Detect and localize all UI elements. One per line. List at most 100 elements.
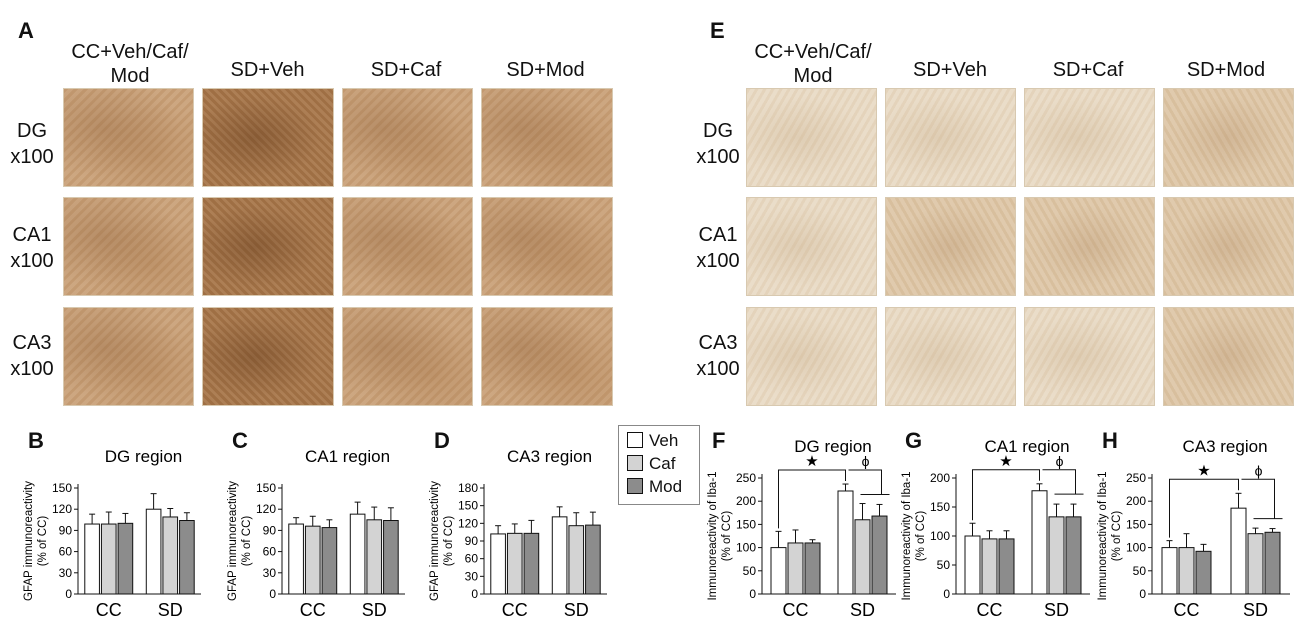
chart-gfap-ca3: CA3 region GFAP immunoreactivity (% of CC)…: [429, 447, 607, 620]
micrograph-iba-ca3-sd-veh: [885, 307, 1016, 406]
x-category-label: SD: [1044, 600, 1069, 620]
bar-mod: [383, 520, 399, 595]
bar-mod: [804, 542, 821, 595]
bar-mod: [1195, 550, 1212, 595]
y-tick-label: 150: [256, 481, 276, 495]
y-tick-label: 0: [749, 587, 756, 601]
micrograph-iba-dg-cc: [746, 88, 877, 187]
bar-veh: [145, 508, 162, 595]
row-magnification: x100: [696, 250, 740, 272]
micrograph-iba-ca1-sd-mod: [1163, 197, 1294, 296]
bar-caf: [787, 542, 804, 595]
y-tick-label: 30: [59, 566, 73, 580]
bar-veh: [770, 547, 787, 595]
row-label-ca3: CA3 x100: [2, 330, 62, 382]
legend-swatch-mod: [627, 478, 643, 494]
y-tick-label: 150: [930, 500, 950, 514]
x-category-label: CC: [300, 600, 326, 620]
y-axis-label-unit: (% of CC): [443, 516, 455, 567]
chart-title: CA3 region: [1182, 437, 1267, 456]
significance-phi: ϕ: [1056, 453, 1064, 469]
y-tick-label: 90: [59, 523, 73, 537]
significance-star: ★: [1197, 462, 1210, 479]
row-magnification: x100: [696, 146, 740, 168]
micrograph-gfap-ca1-sd-caf: [342, 197, 473, 296]
panel-label-g: G: [905, 428, 923, 453]
x-category-label: CC: [502, 600, 528, 620]
y-tick-label: 60: [59, 545, 73, 559]
y-tick-label: 150: [1126, 517, 1146, 531]
significance-bracket: [972, 469, 1040, 521]
y-axis-label: GFAP immunoreactivity: [227, 481, 239, 601]
micrograph-iba-ca3-sd-mod: [1163, 307, 1294, 406]
micrograph-iba-ca1-sd-caf: [1024, 197, 1155, 296]
y-axis-label: GFAP immunoreactivity: [429, 481, 441, 601]
panel-label-b: B: [28, 428, 44, 453]
row-magnification: x100: [10, 250, 54, 272]
micrograph-gfap-ca3-sd-mod: [481, 307, 613, 406]
micrograph-gfap-dg-sd-caf: [342, 88, 473, 187]
bar-caf: [506, 532, 523, 595]
bar-caf: [854, 519, 871, 595]
y-tick-label: 0: [65, 587, 72, 601]
significance-bracket: [1169, 478, 1239, 538]
column-header-sd-caf: SD+Caf: [370, 59, 442, 81]
legend-label: Veh: [649, 431, 679, 450]
panel-label-h: H: [1102, 428, 1118, 453]
legend-label: Mod: [649, 477, 683, 496]
micrograph-gfap-ca3-sd-caf: [342, 307, 473, 406]
y-tick-label: 90: [465, 534, 479, 548]
y-tick-label: 30: [465, 569, 479, 583]
micrograph-gfap-dg-sd-veh: [202, 88, 334, 187]
y-tick-label: 30: [263, 566, 277, 580]
panel-label-e: E: [710, 18, 725, 43]
micrograph-gfap-ca1-sd-mod: [481, 197, 613, 296]
column-header-sd-mod-iba: SD+Mod: [1186, 59, 1266, 81]
significance-bracket-phi: [1241, 478, 1275, 519]
y-axis-label-unit: (% of CC): [241, 516, 253, 567]
y-axis-label-unit: (% of CC): [37, 516, 49, 567]
chart-title: DG region: [105, 447, 182, 466]
bar-veh: [84, 523, 100, 595]
chart-gfap-dg: DG region GFAP immunoreactivity (% of CC) 0…: [23, 447, 201, 620]
column-header-sd-veh: SD+Veh: [230, 59, 305, 81]
y-axis-label: Immunoreactivity of Iba-1: [1097, 471, 1109, 600]
bar-mod: [321, 527, 338, 595]
panel-label-d: D: [434, 428, 450, 453]
y-axis-label-unit: (% of CC): [721, 511, 733, 562]
row-region: DG: [17, 120, 47, 142]
column-header-cc-iba: CC+Veh/Caf/ Mod: [754, 41, 872, 87]
y-axis-label: GFAP immunoreactivity: [23, 481, 35, 601]
significance-star: ★: [805, 453, 818, 470]
row-region: CA1: [12, 224, 52, 246]
micrograph-iba-ca3-sd-caf: [1024, 307, 1155, 406]
bar-veh: [964, 535, 981, 595]
legend-item-caf: Caf: [627, 454, 675, 474]
y-tick-label: 200: [1126, 494, 1146, 508]
row-label-dg-iba: DG x100: [688, 118, 748, 170]
row-region: CA3: [12, 332, 52, 354]
panel-label-f: F: [712, 428, 726, 453]
y-tick-label: 150: [458, 499, 478, 513]
row-magnification: x100: [10, 146, 54, 168]
x-category-label: SD: [362, 600, 387, 620]
y-tick-label: 0: [943, 587, 950, 601]
row-magnification: x100: [10, 358, 54, 380]
x-category-label: SD: [564, 600, 589, 620]
row-region: DG: [703, 120, 733, 142]
y-tick-label: 0: [1139, 587, 1146, 601]
column-header-sd-mod: SD+Mod: [506, 59, 585, 81]
bar-caf: [100, 523, 117, 595]
row-label-ca1-iba: CA1 x100: [688, 222, 748, 274]
row-region: CA3: [698, 332, 738, 354]
y-tick-label: 120: [256, 502, 276, 516]
significance-star: ★: [999, 453, 1012, 470]
column-header-sd-caf-iba: SD+Caf: [1052, 59, 1124, 81]
bar-mod: [871, 515, 888, 595]
y-tick-label: 180: [458, 481, 478, 495]
row-label-dg: DG x100: [2, 118, 62, 170]
bar-mod: [1065, 516, 1082, 595]
bar-veh: [288, 523, 304, 595]
y-tick-label: 60: [263, 545, 277, 559]
bar-caf: [304, 525, 321, 595]
